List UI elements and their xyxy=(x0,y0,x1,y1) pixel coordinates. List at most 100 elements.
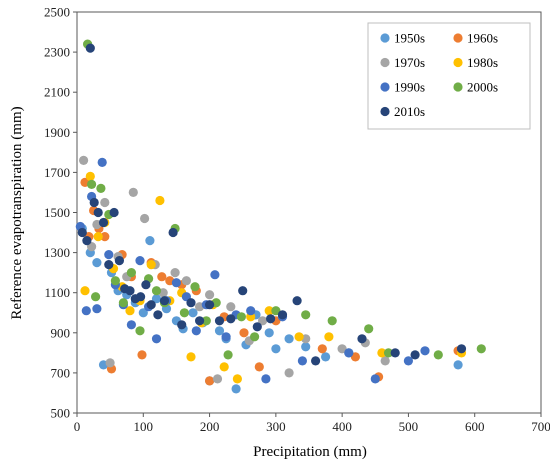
data-point xyxy=(100,232,110,242)
data-point xyxy=(236,312,246,322)
y-tick-label: 500 xyxy=(51,406,71,421)
data-point xyxy=(153,310,163,320)
data-point xyxy=(82,236,92,246)
data-point xyxy=(186,352,196,362)
data-point xyxy=(344,348,354,358)
data-point xyxy=(136,292,146,302)
legend-label: 1990s xyxy=(394,80,425,95)
data-point xyxy=(188,308,198,318)
data-point xyxy=(252,322,262,332)
series-1970s xyxy=(79,155,390,384)
data-point xyxy=(380,356,390,366)
data-point xyxy=(151,334,162,344)
data-point xyxy=(191,326,201,336)
data-point xyxy=(321,352,331,362)
x-axis-title: Precipitation (mm) xyxy=(253,444,367,460)
data-point xyxy=(170,268,180,278)
x-tick-label: 100 xyxy=(134,419,154,434)
data-point xyxy=(214,326,225,336)
data-point xyxy=(294,332,304,342)
data-point xyxy=(433,350,443,360)
data-point xyxy=(91,292,101,302)
data-point xyxy=(79,155,89,165)
y-tick-label: 1900 xyxy=(44,125,70,140)
data-point xyxy=(168,227,178,238)
data-point xyxy=(324,332,334,342)
x-tick-label: 200 xyxy=(200,419,220,434)
data-point xyxy=(159,296,170,306)
data-point xyxy=(271,344,281,354)
y-tick-label: 1700 xyxy=(44,165,70,180)
data-point xyxy=(126,320,136,330)
data-point xyxy=(205,300,215,310)
legend-label: 1950s xyxy=(394,31,425,46)
data-point xyxy=(456,344,467,354)
data-point xyxy=(212,374,223,384)
legend-label: 2000s xyxy=(467,80,498,95)
x-tick-label: 300 xyxy=(266,419,286,434)
data-point xyxy=(221,332,231,342)
data-point xyxy=(93,207,103,218)
y-tick-label: 1300 xyxy=(44,245,70,260)
data-point xyxy=(81,306,91,316)
data-point xyxy=(145,236,155,246)
data-point xyxy=(125,286,135,296)
data-point xyxy=(277,310,288,320)
data-point xyxy=(317,344,327,354)
data-point xyxy=(205,376,215,386)
data-point xyxy=(138,308,148,318)
data-point xyxy=(100,197,110,208)
data-point xyxy=(357,334,367,344)
data-point xyxy=(92,258,102,268)
x-tick-label: 700 xyxy=(531,419,550,434)
data-point xyxy=(403,356,413,366)
data-point xyxy=(390,348,400,358)
data-point xyxy=(201,316,211,326)
data-point xyxy=(146,300,156,310)
data-point xyxy=(104,250,114,260)
data-point xyxy=(205,290,215,300)
data-point xyxy=(246,306,256,316)
data-point xyxy=(186,298,196,308)
y-tick-label: 2500 xyxy=(44,5,70,20)
data-point xyxy=(118,298,128,308)
data-point xyxy=(110,276,120,286)
data-point xyxy=(171,278,181,288)
data-point xyxy=(135,256,145,266)
data-point xyxy=(226,302,236,312)
x-tick-label: 400 xyxy=(332,419,352,434)
legend-marker xyxy=(453,82,463,92)
legend-marker xyxy=(380,57,390,68)
data-point xyxy=(410,350,420,360)
data-point xyxy=(327,316,337,326)
data-point xyxy=(383,348,394,358)
y-tick-label: 2300 xyxy=(44,45,70,60)
data-point xyxy=(97,157,107,167)
data-point xyxy=(250,332,260,342)
data-point xyxy=(135,326,145,336)
legend-item: 1980s xyxy=(453,55,498,70)
data-point xyxy=(190,282,200,292)
data-point xyxy=(92,304,102,314)
x-tick-label: 600 xyxy=(465,419,485,434)
data-point xyxy=(264,328,274,338)
data-point xyxy=(210,270,220,280)
legend-marker xyxy=(380,33,390,43)
data-point xyxy=(364,324,374,334)
data-point xyxy=(350,352,360,362)
data-point xyxy=(231,384,241,394)
legend-label: 2010s xyxy=(394,104,425,119)
legend-marker xyxy=(380,82,390,92)
data-points xyxy=(75,39,486,394)
data-point xyxy=(420,346,430,356)
y-axis-title: Reference evapotranspiration (mm) xyxy=(9,106,25,319)
y-tick-label: 700 xyxy=(51,365,71,380)
legend-item: 1950s xyxy=(380,31,425,46)
data-point xyxy=(128,187,138,197)
data-point xyxy=(114,256,124,266)
y-axis-ticks: 500 700 900 1100 1300 1500 1700 1900 2100 2300 250… xyxy=(44,5,77,421)
data-point xyxy=(151,286,162,296)
data-point xyxy=(195,316,205,326)
data-point xyxy=(151,294,162,304)
data-point xyxy=(238,286,248,296)
